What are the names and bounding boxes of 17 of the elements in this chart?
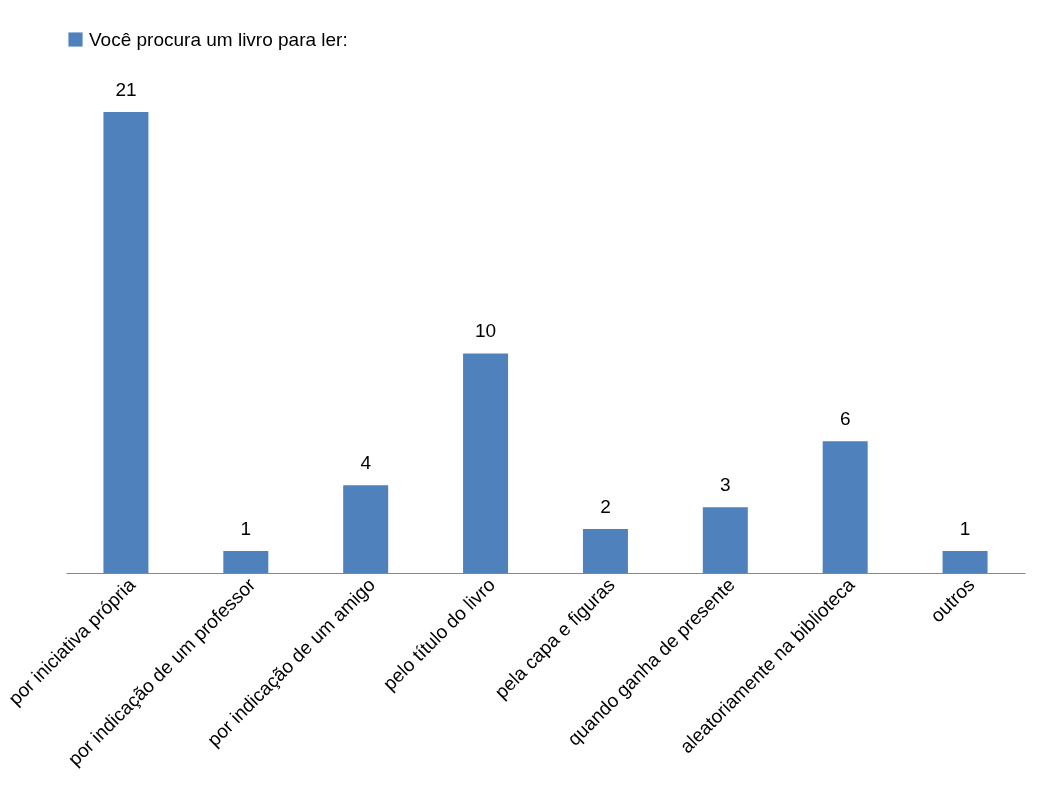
data-label: 1 bbox=[959, 518, 971, 540]
legend-label: Você procura um livro para ler: bbox=[89, 28, 348, 50]
data-label: 3 bbox=[720, 474, 731, 496]
bar bbox=[343, 485, 389, 573]
data-label: 4 bbox=[360, 452, 372, 474]
bar bbox=[223, 551, 269, 573]
data-label: 2 bbox=[600, 496, 611, 518]
bar bbox=[822, 441, 868, 573]
bar bbox=[582, 529, 628, 573]
bar bbox=[103, 111, 149, 573]
data-label: 10 bbox=[474, 320, 497, 342]
data-label: 1 bbox=[240, 518, 252, 540]
bar bbox=[463, 353, 509, 573]
bar bbox=[942, 551, 988, 573]
data-label: 21 bbox=[115, 78, 137, 100]
bar bbox=[702, 507, 748, 573]
data-label: 6 bbox=[839, 408, 851, 430]
